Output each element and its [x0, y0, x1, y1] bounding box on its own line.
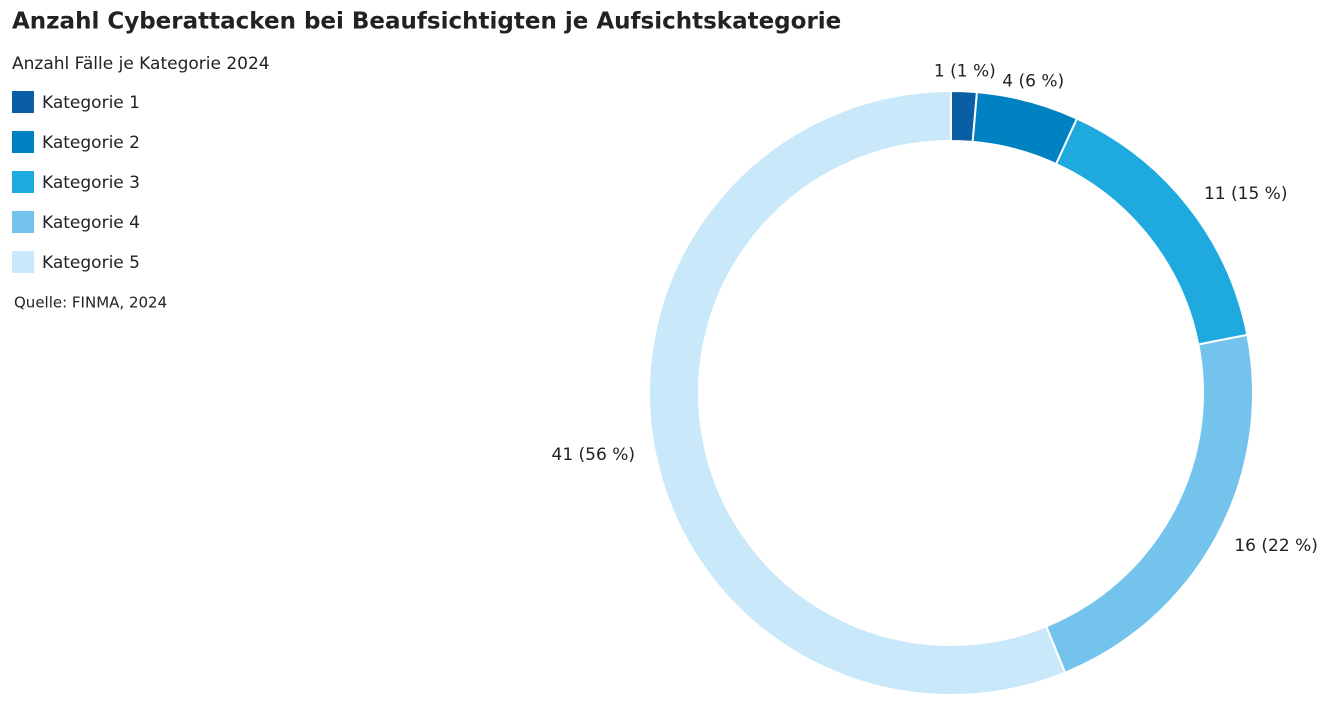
legend-swatch — [12, 171, 34, 193]
data-label: 11 (15 %) — [1204, 184, 1288, 204]
data-label: 4 (6 %) — [1002, 72, 1064, 92]
chart-subtitle: Anzahl Fälle je Kategorie 2024 — [12, 54, 270, 74]
data-label: 41 (56 %) — [552, 445, 636, 465]
legend-label: Kategorie 2 — [42, 133, 140, 153]
legend-label: Kategorie 4 — [42, 213, 140, 233]
legend-swatch — [12, 91, 34, 113]
donut-slice — [1044, 333, 1254, 674]
legend-swatch — [12, 211, 34, 233]
donut-slice — [648, 89, 1067, 696]
source: Quelle: FINMA, 2024 — [14, 294, 167, 312]
chart-title: Anzahl Cyberattacken bei Beaufsichtigten… — [12, 9, 841, 35]
legend-label: Kategorie 3 — [42, 173, 140, 193]
legend-swatch — [12, 251, 34, 273]
data-label: 1 (1 %) — [934, 61, 996, 81]
donut-slice — [1054, 117, 1249, 346]
legend-swatch — [12, 131, 34, 153]
data-label: 16 (22 %) — [1234, 536, 1318, 556]
legend-label: Kategorie 1 — [42, 93, 140, 113]
legend-label: Kategorie 5 — [42, 253, 140, 273]
